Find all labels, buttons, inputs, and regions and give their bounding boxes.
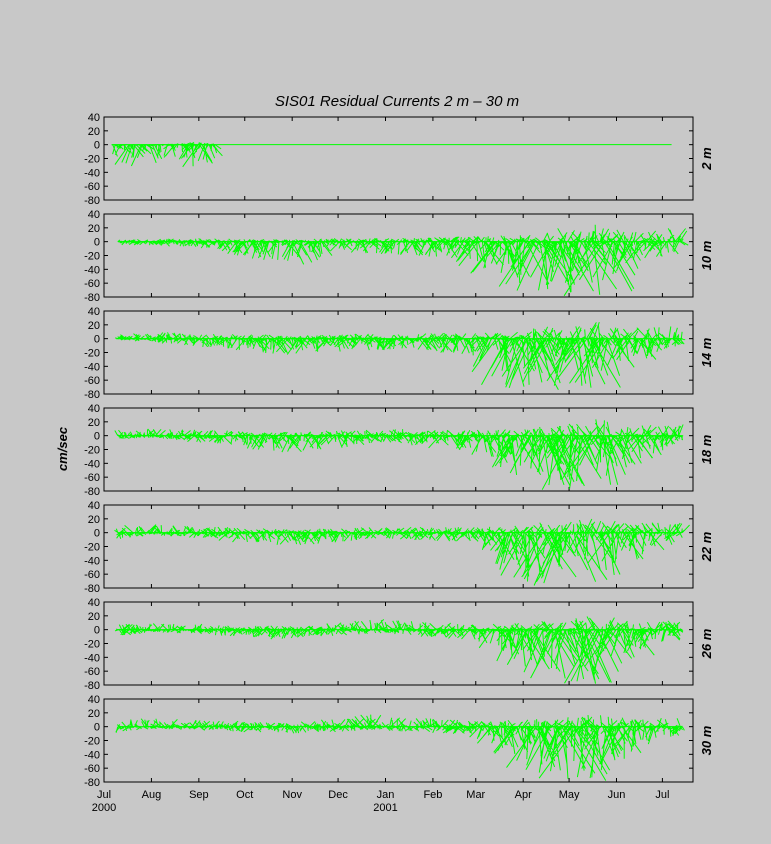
y-tick-label: -20 bbox=[84, 736, 100, 748]
y-axis-label: cm/sec bbox=[55, 426, 70, 471]
y-tick-label: 0 bbox=[94, 625, 100, 637]
depth-label: 26 m bbox=[699, 628, 714, 659]
y-tick-label: 0 bbox=[94, 334, 100, 346]
y-tick-label: 0 bbox=[94, 237, 100, 249]
y-tick-label: -80 bbox=[84, 777, 100, 789]
y-tick-label: 20 bbox=[88, 611, 100, 623]
y-tick-label: -20 bbox=[84, 251, 100, 263]
depth-label: 18 m bbox=[699, 434, 714, 464]
y-tick-label: -20 bbox=[84, 445, 100, 457]
y-tick-label: 40 bbox=[88, 403, 100, 415]
y-tick-label: 20 bbox=[88, 708, 100, 720]
panel-30m: 40 20 0 -20-40 -60 -80 30 m bbox=[84, 694, 714, 789]
y-tick-label: -80 bbox=[84, 680, 100, 692]
panel-22m: 40 20 0 -20-40 -60 -80 22 m bbox=[84, 500, 714, 595]
x-tick-label: Sep bbox=[189, 789, 209, 801]
y-tick-label: 0 bbox=[94, 722, 100, 734]
y-tick-label: -40 bbox=[84, 458, 100, 470]
stick-series bbox=[117, 224, 689, 297]
y-tick-label: -40 bbox=[84, 652, 100, 664]
y-tick-label: 20 bbox=[88, 514, 100, 526]
y-tick-label: -80 bbox=[84, 583, 100, 595]
panel-10m: 40 20 0 -20-40 -60 -80 10 m bbox=[84, 209, 714, 304]
depth-label: 2 m bbox=[699, 147, 714, 171]
x-tick-label: Nov bbox=[282, 789, 302, 801]
axes-box bbox=[103, 213, 694, 298]
y-tick-label: 0 bbox=[94, 528, 100, 540]
panel-14m: 40 20 0 -20-40 -60 -80 14 m bbox=[84, 306, 714, 401]
depth-label: 10 m bbox=[699, 240, 714, 270]
y-tick-label: 20 bbox=[88, 320, 100, 332]
y-tick-label: -40 bbox=[84, 264, 100, 276]
y-tick-label: -80 bbox=[84, 195, 100, 207]
stick-series bbox=[114, 419, 684, 490]
y-tick-label: -80 bbox=[84, 389, 100, 401]
stick-series bbox=[114, 616, 684, 684]
y-tick-label: -60 bbox=[84, 278, 100, 290]
stick-vectors bbox=[117, 224, 689, 297]
x-tick-label: Aug bbox=[142, 789, 162, 801]
x-tick-label: May bbox=[559, 789, 580, 801]
x-tick-label: Jan bbox=[377, 789, 395, 801]
y-tick-label: -40 bbox=[84, 361, 100, 373]
x-tick-year-label: 2001 bbox=[373, 802, 397, 814]
panel-18m: 40 20 0 -20-40 -60 -80 18 m bbox=[84, 403, 714, 498]
y-tick-label: 40 bbox=[88, 209, 100, 221]
y-tick-label: -60 bbox=[84, 181, 100, 193]
x-tick-label: Mar bbox=[466, 789, 485, 801]
x-tick-label: Jul bbox=[655, 789, 669, 801]
y-tick-label: 0 bbox=[94, 431, 100, 443]
stick-series bbox=[111, 141, 672, 168]
stick-vectors bbox=[114, 419, 684, 490]
x-tick-label: Jun bbox=[608, 789, 626, 801]
depth-label: 22 m bbox=[699, 531, 714, 562]
y-tick-label: -60 bbox=[84, 763, 100, 775]
y-tick-label: -80 bbox=[84, 292, 100, 304]
y-tick-label: -20 bbox=[84, 154, 100, 166]
chart-title: SIS01 Residual Currents 2 m – 30 m bbox=[275, 93, 519, 110]
y-tick-label: -80 bbox=[84, 486, 100, 498]
stick-vectors bbox=[114, 322, 686, 391]
y-tick-label: -60 bbox=[84, 472, 100, 484]
y-tick-label: 20 bbox=[88, 126, 100, 138]
y-tick-label: 20 bbox=[88, 417, 100, 429]
x-tick-year-label: 2000 bbox=[92, 802, 116, 814]
stick-series bbox=[114, 322, 686, 391]
stick-vectors bbox=[114, 518, 690, 586]
panel-2m: 40 20 0 -20-40 -60 -80 2 m bbox=[84, 112, 714, 207]
y-tick-label: -60 bbox=[84, 569, 100, 581]
y-tick-label: -40 bbox=[84, 749, 100, 761]
stick-series bbox=[114, 518, 690, 586]
depth-label: 14 m bbox=[699, 337, 714, 367]
y-tick-label: -20 bbox=[84, 542, 100, 554]
y-tick-label: -20 bbox=[84, 348, 100, 360]
depth-label: 30 m bbox=[699, 725, 714, 755]
stick-vectors bbox=[111, 141, 223, 168]
x-tick-label: Apr bbox=[515, 789, 532, 801]
y-tick-label: -40 bbox=[84, 555, 100, 567]
y-tick-label: 40 bbox=[88, 694, 100, 706]
x-tick-label: Dec bbox=[328, 789, 348, 801]
panel-26m: 40 20 0 -20-40 -60 -80 26 m bbox=[84, 597, 714, 692]
y-tick-label: 40 bbox=[88, 597, 100, 609]
x-tick-label: Oct bbox=[236, 789, 253, 801]
axes-box bbox=[103, 116, 694, 201]
y-tick-label: 0 bbox=[94, 140, 100, 152]
y-tick-label: -60 bbox=[84, 666, 100, 678]
y-tick-label: 40 bbox=[88, 112, 100, 124]
stick-vectors bbox=[114, 616, 684, 684]
y-tick-label: 20 bbox=[88, 223, 100, 235]
x-tick-label: Jul bbox=[97, 789, 111, 801]
stick-series bbox=[115, 714, 685, 781]
y-tick-label: -60 bbox=[84, 375, 100, 387]
y-tick-label: 40 bbox=[88, 500, 100, 512]
y-tick-label: -20 bbox=[84, 639, 100, 651]
y-tick-label: -40 bbox=[84, 167, 100, 179]
x-tick-label: Feb bbox=[423, 789, 442, 801]
y-tick-label: 40 bbox=[88, 306, 100, 318]
stick-vectors bbox=[115, 714, 685, 781]
